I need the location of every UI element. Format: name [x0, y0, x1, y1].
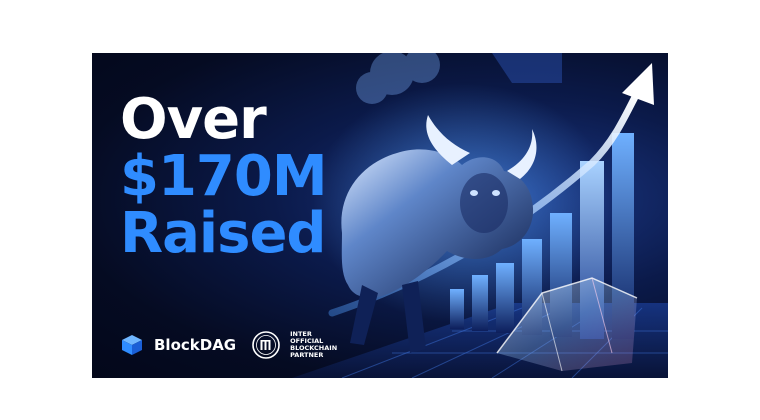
headline-line-1: Over — [120, 87, 267, 152]
partner-line-3: BLOCKCHAIN — [290, 344, 338, 352]
inter-crest-icon — [252, 331, 280, 359]
brand-name: BlockDAG — [154, 336, 237, 354]
brand-row: BlockDAG INTER OFFICIAL BLOCKCHAIN PARTN… — [120, 331, 350, 359]
partner-line-2: OFFICIAL — [290, 337, 324, 345]
partner-line-1: INTER — [290, 330, 312, 338]
bull-chart-artwork — [292, 53, 668, 378]
cube-logo-icon — [122, 335, 142, 355]
partner-text: INTER OFFICIAL BLOCKCHAIN PARTNER — [290, 331, 350, 359]
partner-line-4: PARTNER — [290, 351, 324, 359]
headline-line-3: Raised — [120, 201, 327, 266]
bar-chart-bars — [450, 133, 634, 339]
headline-amount: $170M — [120, 144, 328, 209]
promo-banner: Over $170M Raised BlockDAG INTER OFFICIA… — [92, 53, 668, 378]
arrow-head — [622, 63, 654, 105]
window-panel — [492, 53, 562, 83]
headline: Over $170M Raised — [120, 87, 328, 266]
smoke-cloud — [356, 53, 440, 104]
bull-figure — [341, 115, 537, 353]
glass-prism — [496, 277, 638, 372]
